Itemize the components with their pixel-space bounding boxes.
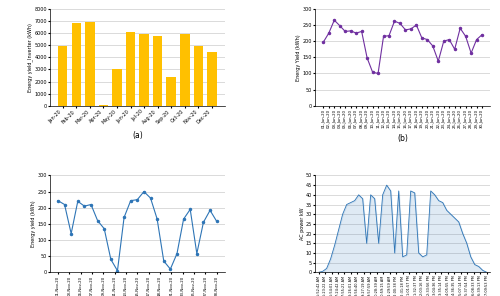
Bar: [112, 69, 122, 106]
X-axis label: (b): (b): [398, 133, 408, 143]
Y-axis label: Energy Yield (kWh): Energy Yield (kWh): [296, 34, 302, 81]
Bar: [98, 104, 108, 106]
Y-axis label: Energy yield (kWh): Energy yield (kWh): [31, 201, 36, 247]
Bar: [207, 52, 216, 106]
Bar: [166, 77, 176, 106]
Bar: [72, 23, 81, 106]
Bar: [180, 34, 190, 106]
Y-axis label: Energy yield_Inverter (kWh): Energy yield_Inverter (kWh): [27, 23, 33, 92]
Y-axis label: AC power kW: AC power kW: [300, 207, 304, 240]
Bar: [140, 34, 149, 106]
Bar: [126, 33, 136, 106]
Bar: [85, 22, 94, 106]
X-axis label: (a): (a): [132, 131, 142, 140]
Bar: [58, 46, 68, 106]
Bar: [153, 36, 162, 106]
Bar: [194, 46, 203, 106]
